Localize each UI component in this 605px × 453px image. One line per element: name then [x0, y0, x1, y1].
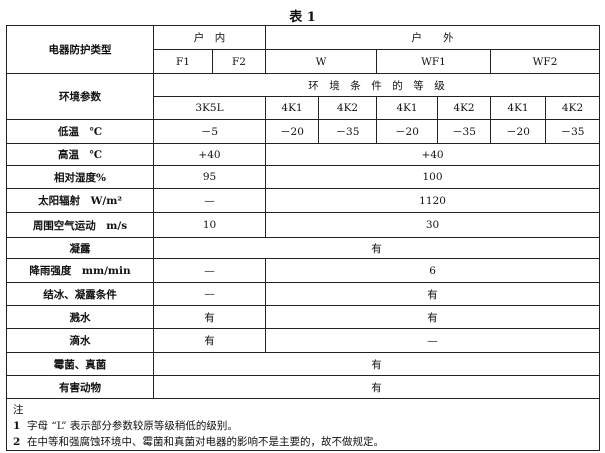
table-cell: 4K2: [318, 96, 377, 120]
table-cell: 4K1: [490, 96, 546, 120]
table-row: 凝露有: [6, 237, 601, 259]
table-cell: +40: [153, 143, 266, 166]
table-row: 结冰、凝露条件 — 有: [6, 282, 601, 306]
parameter-label-cell: 低温 ℃: [6, 119, 154, 144]
table-cell: 有: [153, 328, 266, 353]
table-cell: 有: [264, 305, 601, 329]
parameter-label-cell: 有害动物: [6, 375, 154, 399]
table-cell: 户 内: [153, 25, 266, 50]
parameter-label-cell: 环境参数: [6, 73, 154, 120]
table-cell: －5: [153, 119, 266, 144]
table-cell: 4K1: [376, 96, 438, 120]
table-row: 滴水有 —: [6, 328, 601, 353]
table-cell: 有: [264, 282, 601, 306]
note-item: 1 字母 “L” 表示部分参数较原等级稍低的级别。: [13, 418, 599, 434]
table-row: 溅水有有: [6, 305, 601, 329]
parameter-label-cell: 太阳辐射 W/m²: [6, 188, 154, 213]
table-cell: 4K1: [265, 96, 319, 120]
table-cell: 有: [152, 237, 601, 259]
table-row: 相对湿度% 95 100: [6, 165, 601, 189]
note-number: 2: [13, 436, 21, 448]
table-cell: 1120: [264, 188, 601, 213]
table-cell: －35: [544, 119, 601, 144]
table-row: 高温 ℃ +40 +40: [6, 143, 601, 166]
notes-row: 注 1 字母 “L” 表示部分参数较原等级稍低的级别。 2 在中等和强腐蚀环境中、霉菌和…: [5, 398, 601, 451]
table-cell: WF2: [489, 49, 601, 74]
table-cell: 30: [264, 212, 601, 238]
table-cell: —: [153, 258, 266, 283]
table-cell: W: [265, 49, 377, 74]
table-row: 电器防护类型户 内户 外: [6, 25, 601, 74]
note-number: 1: [13, 420, 21, 432]
table-cell: 100: [264, 165, 601, 189]
table-cell: －35: [437, 119, 491, 144]
table-cell: －20: [490, 119, 546, 144]
table-title: 表 1: [289, 10, 316, 25]
parameter-label-cell: 电器防护类型: [6, 25, 154, 74]
table-row: 周围空气运动 m/s 10 30: [6, 212, 601, 238]
table-cell: 有: [153, 305, 266, 329]
table-cell: 4K2: [437, 96, 491, 120]
notes-cell: 注 1 字母 “L” 表示部分参数较原等级稍低的级别。 2 在中等和强腐蚀环境中、霉菌和…: [5, 398, 601, 451]
parameter-label-cell: 滴水: [6, 328, 154, 353]
table-cell: 6: [264, 258, 601, 283]
table-row: 3K5L 4K1 4K2 4K1 4K2 4K1 4K2: [7, 96, 601, 120]
table-cell: 4K2: [544, 96, 601, 120]
table-row: 霉菌、真菌有: [6, 352, 601, 376]
environment-conditions-table: 电器防护类型户 内户 外 F1 F2 W WF1 WF2 环境参数环 境 条 件 的 等 级…: [5, 25, 601, 451]
parameter-label-cell: 高温 ℃: [6, 143, 154, 166]
table-cell: —: [264, 328, 601, 353]
table-cell: F1: [153, 49, 213, 74]
table-cell: －20: [265, 119, 319, 144]
table-cell: 3K5L: [153, 96, 266, 120]
table-row: 环境参数环 境 条 件 的 等 级: [6, 73, 601, 120]
table-cell: F2: [212, 49, 266, 74]
parameter-label-cell: 结冰、凝露条件: [6, 282, 154, 306]
parameter-label-cell: 周围空气运动 m/s: [6, 212, 154, 238]
table-cell: —: [153, 282, 266, 306]
parameter-label-cell: 溅水: [6, 305, 154, 329]
table-cell: 有: [152, 375, 601, 399]
table-cell: 10: [153, 212, 266, 238]
parameter-label-cell: 降雨强度 mm/min: [6, 258, 154, 283]
table-cell: —: [153, 188, 266, 213]
table-cell: 环 境 条 件 的 等 级: [152, 73, 601, 97]
table-cell: －35: [318, 119, 377, 144]
table-cell: －20: [376, 119, 438, 144]
note-text: 在中等和强腐蚀环境中、霉菌和真菌对电器的影响不是主要的，故不做规定。: [27, 436, 384, 448]
parameter-label-cell: 相对湿度%: [6, 165, 154, 189]
notes-heading: 注: [13, 404, 24, 416]
table-row: 有害动物有: [6, 375, 601, 399]
table-cell: 有: [152, 352, 601, 376]
table-cell: +40: [264, 143, 601, 166]
note-text: 字母 “L” 表示部分参数较原等级稍低的级别。: [27, 420, 238, 432]
parameter-label-cell: 凝露: [6, 237, 154, 259]
table-cell: 95: [153, 165, 266, 189]
parameter-label-cell: 霉菌、真菌: [6, 352, 154, 376]
table-cell: WF1: [376, 49, 491, 74]
table-row: 低温 ℃ －5 －20 －35 －20 －35 －20 －35: [6, 119, 601, 144]
table-row: 降雨强度 mm/min —6: [6, 258, 601, 283]
table-cell: 户 外: [264, 25, 601, 50]
note-item: 2 在中等和强腐蚀环境中、霉菌和真菌对电器的影响不是主要的，故不做规定。: [13, 434, 599, 450]
table-row: 太阳辐射 W/m² —1120: [6, 188, 601, 213]
